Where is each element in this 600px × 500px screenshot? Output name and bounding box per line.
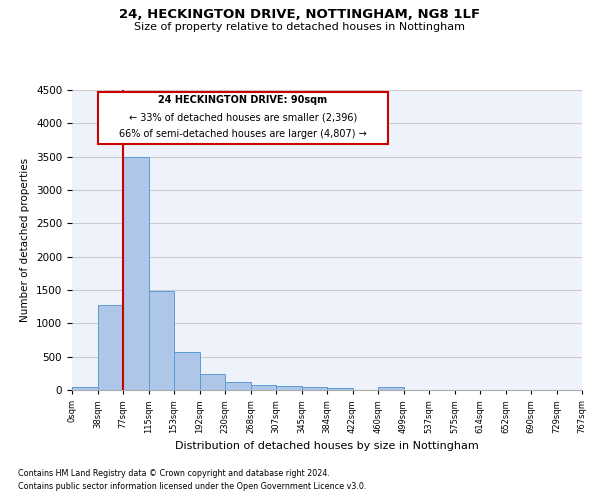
Bar [123,156,149,390]
Bar [302,387,327,390]
Bar [149,292,174,390]
Bar [97,306,123,390]
Bar [251,384,276,390]
Text: 66% of semi-detached houses are larger (4,807) →: 66% of semi-detached houses are larger (… [119,130,367,140]
Bar [225,382,251,390]
Text: 24, HECKINGTON DRIVE, NOTTINGHAM, NG8 1LF: 24, HECKINGTON DRIVE, NOTTINGHAM, NG8 1L… [119,8,481,20]
Bar [174,352,199,390]
Text: ← 33% of detached houses are smaller (2,396): ← 33% of detached houses are smaller (2,… [129,112,357,122]
Bar [72,388,97,390]
Text: Size of property relative to detached houses in Nottingham: Size of property relative to detached ho… [134,22,466,32]
Bar [199,374,225,390]
X-axis label: Distribution of detached houses by size in Nottingham: Distribution of detached houses by size … [175,442,479,452]
Text: Contains public sector information licensed under the Open Government Licence v3: Contains public sector information licen… [18,482,367,491]
Y-axis label: Number of detached properties: Number of detached properties [20,158,31,322]
Text: Contains HM Land Registry data © Crown copyright and database right 2024.: Contains HM Land Registry data © Crown c… [18,468,330,477]
Bar [378,386,404,390]
Bar [276,386,302,390]
Text: 24 HECKINGTON DRIVE: 90sqm: 24 HECKINGTON DRIVE: 90sqm [158,95,328,105]
FancyBboxPatch shape [97,92,388,144]
Bar [327,388,353,390]
